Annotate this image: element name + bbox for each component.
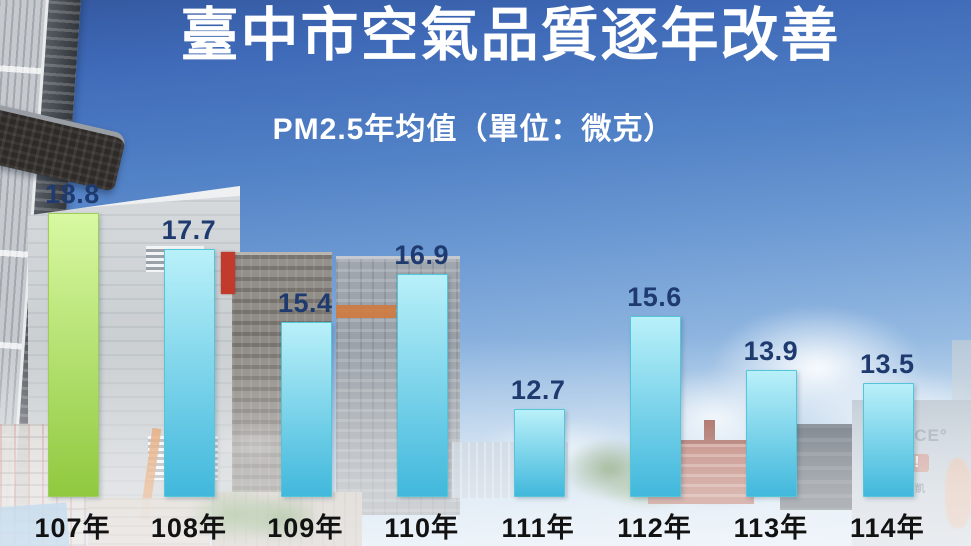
bar <box>746 370 798 497</box>
bar <box>630 316 681 497</box>
category-label: 113年 <box>733 513 809 543</box>
bar-value-label: 15.6 <box>627 282 682 312</box>
category-label: 110年 <box>384 513 459 543</box>
bar-value-label: 16.9 <box>394 240 449 270</box>
category-label: 111年 <box>501 513 575 543</box>
bar-value-label: 13.5 <box>860 349 915 379</box>
category-label: 114年 <box>850 513 925 543</box>
bar <box>164 249 216 497</box>
bar-value-label: 13.9 <box>743 336 799 366</box>
category-label: 107年 <box>34 513 111 543</box>
bar <box>513 409 565 497</box>
bar-value-label: 15.4 <box>278 288 333 318</box>
bar-value-label: 17.7 <box>161 215 217 245</box>
category-label: 108年 <box>150 513 227 543</box>
bar <box>862 383 914 497</box>
slide-subtitle: PM2.5年均值（單位：微克） <box>272 113 675 146</box>
bar-value-label: 18.8 <box>45 179 100 209</box>
bar <box>280 322 332 497</box>
category-label: 112年 <box>617 513 692 543</box>
bar <box>397 274 449 497</box>
category-label: 109年 <box>267 513 344 543</box>
bar-highlight <box>48 213 99 497</box>
bar-value-label: 12.7 <box>510 375 566 405</box>
slide-title: 臺中市空氣品質逐年改善 <box>180 3 841 68</box>
